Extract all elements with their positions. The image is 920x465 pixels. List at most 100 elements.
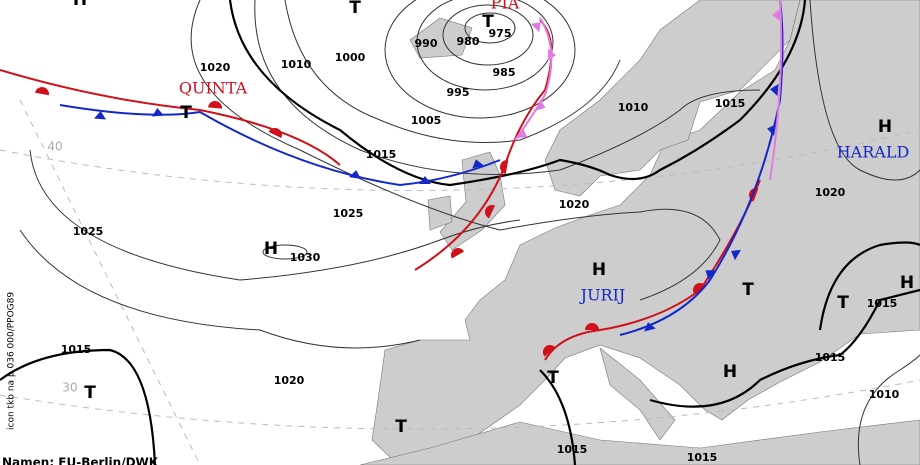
front-symbol [500,160,509,174]
isobar [442,4,534,66]
isobar-label: 1000 [335,51,366,64]
isobar [190,0,721,301]
front-symbol [485,205,495,219]
italy [599,347,676,441]
isobar-label: 1025 [333,207,364,220]
pressure-center: T [742,280,754,300]
isobar [0,348,157,465]
system-name: HARALD [837,143,910,162]
isobar [857,354,920,465]
front-symbol [472,159,484,169]
front-symbol [543,345,556,357]
front-symbol [693,283,706,295]
africa [359,419,920,465]
isobar-label: 1020 [559,198,590,211]
pressure-center: T [547,368,559,388]
pressure-center: T [349,0,361,18]
isobar-label: 1015 [557,443,588,456]
cold-front [769,0,783,181]
isobar-label: 1020 [815,186,846,199]
front-symbol [349,170,361,179]
isobar-label: 1015 [715,97,746,110]
isobar [416,0,554,91]
isobar [262,244,308,260]
front-symbol [585,323,599,330]
isobar-label: 980 [457,35,480,48]
fronts [0,0,784,361]
front-symbol [644,322,656,332]
isobar-label: 1005 [411,114,442,127]
pressure-center: H [264,239,278,259]
isobar-label: 1010 [869,388,900,401]
isobar-label: 1030 [290,251,321,264]
isobar-label: 995 [447,86,470,99]
front-symbol [530,22,541,33]
isobar-label: 1015 [366,148,397,161]
pressure-center: H [900,273,914,293]
front-symbol [770,84,779,96]
isobar-label: 1010 [618,101,649,114]
latitude-label: 40 [47,140,62,154]
isobar [19,229,421,349]
latitude-label: 30 [62,381,77,395]
front-symbol [731,249,741,261]
isobar [539,369,577,465]
isobar [649,288,920,408]
warm-front [0,69,341,166]
front-symbol [772,9,780,21]
meridian [19,99,201,465]
front-symbol [94,111,106,120]
front-symbol [208,101,222,109]
cold-front [59,104,501,187]
front-symbol [419,176,431,184]
pressure-center: T [180,103,192,123]
warm-front [414,19,553,271]
front-symbol [705,270,716,280]
front-symbol [451,248,465,259]
iceland [409,17,473,59]
isobar-label: 1010 [281,58,312,71]
front-symbol [152,108,164,117]
pressure-center: T [395,417,407,437]
cold-front [619,0,784,336]
pressure-center: H [592,260,606,280]
isobar [284,0,621,143]
front-symbol [517,127,527,139]
isobar-label: 1020 [274,374,305,387]
isobar-label: 1015 [687,451,718,464]
ireland [427,195,453,231]
system-name: QUINTA [179,79,248,98]
front-symbol [35,87,49,96]
front-symbol [268,128,282,138]
pressure-center: T [837,293,849,313]
pressure-center: H [73,0,87,10]
footer: Namen: FU-Berlin/DWK [2,456,159,465]
isobar-label: 1020 [200,61,231,74]
isobar [384,0,576,119]
parallel [0,379,920,430]
isobar-label: 990 [415,37,438,50]
pressure-center: T [84,383,96,403]
land [359,0,920,465]
side-note: icon tkb na p 036 000/PPOG89 [7,292,17,430]
pressure-center: T [482,12,494,32]
pressure-center: H [878,117,892,137]
britain [439,151,506,251]
pressure-center: H [723,362,737,382]
system-name: JURIJ [579,286,626,305]
parallel [0,129,920,191]
isobar-label: 975 [489,27,512,40]
system-name: PIA [491,0,520,13]
isobar-label: 1025 [73,225,104,238]
scandinavia [544,0,801,197]
isobar-label: 1015 [61,343,92,356]
isobar-label: 985 [493,66,516,79]
cold-front [514,17,553,141]
isobar [464,12,516,44]
front-symbol [548,49,556,61]
isobar [254,0,761,175]
front-symbol [767,124,777,136]
